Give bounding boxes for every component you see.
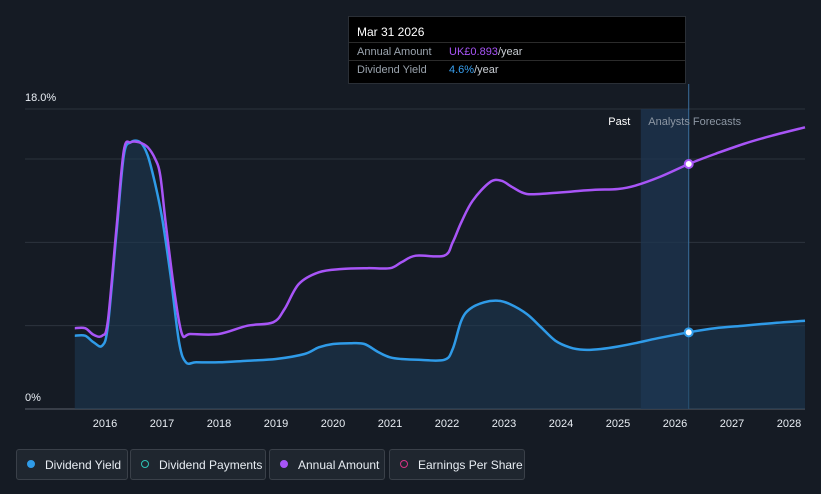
past-label: Past bbox=[608, 116, 630, 128]
legend-item-dividend-payments[interactable]: Dividend Payments bbox=[130, 449, 266, 480]
tooltip-dividend-yield-unit: /year bbox=[474, 64, 499, 76]
tooltip-box: Mar 31 2026 Annual Amount UK£0.893/year … bbox=[348, 16, 686, 84]
x-tick-label: 2016 bbox=[93, 418, 117, 430]
x-tick-label: 2023 bbox=[492, 418, 516, 430]
tooltip-row-annual-amount: Annual Amount UK£0.893/year bbox=[349, 42, 685, 61]
x-tick-label: 2021 bbox=[378, 418, 402, 430]
tooltip-dividend-yield-label: Dividend Yield bbox=[357, 64, 427, 76]
x-tick-label: 2025 bbox=[606, 418, 630, 430]
dividend-yield-area bbox=[74, 140, 806, 409]
x-tick-label: 2026 bbox=[663, 418, 687, 430]
x-axis-tick-labels: 2016 2017 2018 2019 2020 2021 2022 2023 2024 2025… bbox=[93, 418, 802, 430]
x-tick-label: 2027 bbox=[720, 418, 744, 430]
tooltip-annual-amount-value-wrap: UK£0.893/year bbox=[449, 46, 522, 58]
tooltip-row-dividend-yield: Dividend Yield 4.6%/year bbox=[349, 60, 685, 79]
x-tick-label: 2019 bbox=[264, 418, 288, 430]
legend-label-annual-amount: Annual Amount bbox=[298, 458, 380, 472]
tooltip-annual-amount-label: Annual Amount bbox=[357, 46, 432, 58]
y-tick-label-top: 18.0% bbox=[25, 92, 56, 104]
legend-label-earnings-per-share: Earnings Per Share bbox=[418, 458, 523, 472]
y-tick-label-bottom: 0% bbox=[25, 392, 41, 404]
x-tick-label: 2022 bbox=[435, 418, 459, 430]
tooltip-annual-amount-unit: /year bbox=[497, 46, 523, 58]
x-tick-label: 2018 bbox=[207, 418, 231, 430]
tooltip-date: Mar 31 2026 bbox=[357, 25, 425, 39]
earnings-per-share-legend-dot-icon bbox=[400, 460, 408, 468]
annual-amount-line bbox=[74, 126, 806, 339]
dividend-yield-legend-dot-icon bbox=[27, 460, 35, 468]
legend-label-dividend-payments: Dividend Payments bbox=[159, 458, 263, 472]
x-tick-label: 2028 bbox=[777, 418, 801, 430]
tooltip-dividend-yield-value-wrap: 4.6%/year bbox=[449, 64, 499, 76]
legend-label-dividend-yield: Dividend Yield bbox=[45, 458, 122, 472]
tooltip-dividend-yield-value: 4.6% bbox=[449, 64, 475, 76]
dividend-yield-line bbox=[74, 139, 806, 366]
legend-item-annual-amount[interactable]: Annual Amount bbox=[269, 449, 385, 480]
tooltip-annual-amount-value: UK£0.893 bbox=[449, 46, 498, 58]
annual-amount-legend-dot-icon bbox=[280, 460, 288, 468]
dividend-yield-marker[interactable] bbox=[683, 327, 694, 338]
legend-item-dividend-yield[interactable]: Dividend Yield bbox=[16, 449, 128, 480]
dividend-payments-legend-dot-icon bbox=[141, 460, 149, 468]
legend-item-earnings-per-share[interactable]: Earnings Per Share bbox=[389, 449, 525, 480]
x-tick-label: 2017 bbox=[150, 418, 174, 430]
x-tick-label: 2024 bbox=[549, 418, 573, 430]
annual-amount-marker[interactable] bbox=[683, 159, 694, 169]
x-tick-label: 2020 bbox=[321, 418, 345, 430]
analysts-forecasts-label: Analysts Forecasts bbox=[648, 116, 741, 128]
